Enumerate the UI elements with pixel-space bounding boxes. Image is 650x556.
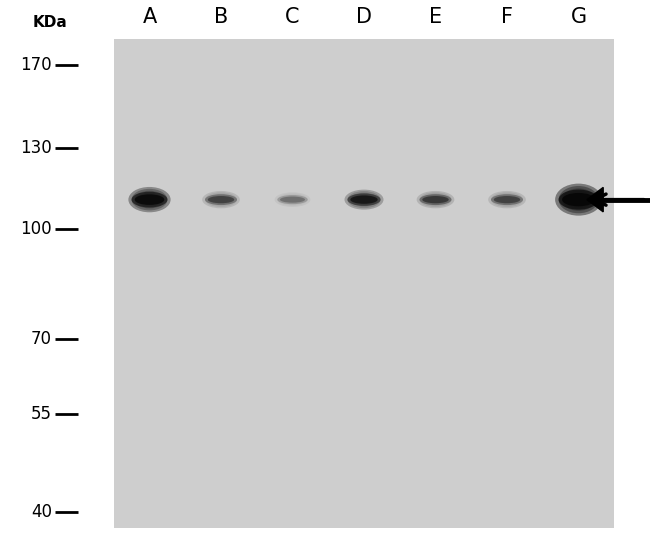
Ellipse shape	[422, 193, 448, 206]
Ellipse shape	[278, 193, 307, 206]
Text: 130: 130	[20, 139, 52, 157]
Ellipse shape	[419, 192, 452, 207]
Text: F: F	[501, 7, 513, 27]
Ellipse shape	[562, 188, 595, 211]
Text: 40: 40	[31, 503, 52, 522]
Text: 55: 55	[31, 405, 52, 423]
Text: A: A	[142, 7, 157, 27]
Ellipse shape	[494, 193, 520, 206]
Ellipse shape	[417, 191, 454, 208]
Text: KDa: KDa	[32, 15, 67, 29]
Text: C: C	[285, 7, 300, 27]
Ellipse shape	[348, 193, 381, 206]
Ellipse shape	[348, 191, 381, 208]
Ellipse shape	[138, 193, 161, 207]
Text: G: G	[571, 7, 586, 27]
Ellipse shape	[135, 195, 164, 205]
Ellipse shape	[129, 187, 170, 212]
Ellipse shape	[350, 196, 378, 204]
Text: 170: 170	[20, 56, 52, 74]
Ellipse shape	[566, 191, 592, 208]
Text: 100: 100	[20, 220, 52, 238]
Ellipse shape	[135, 191, 164, 208]
Ellipse shape	[131, 189, 168, 210]
Ellipse shape	[428, 196, 443, 203]
Ellipse shape	[141, 195, 158, 205]
Text: E: E	[429, 7, 442, 27]
Ellipse shape	[274, 192, 311, 207]
Text: B: B	[214, 7, 228, 27]
Ellipse shape	[425, 195, 446, 205]
Ellipse shape	[278, 195, 307, 204]
Ellipse shape	[205, 192, 237, 207]
Ellipse shape	[213, 196, 229, 203]
Ellipse shape	[491, 192, 523, 207]
Ellipse shape	[285, 197, 300, 202]
Ellipse shape	[202, 191, 240, 208]
Ellipse shape	[558, 186, 599, 214]
Text: 70: 70	[31, 330, 52, 349]
Ellipse shape	[356, 196, 372, 203]
Ellipse shape	[280, 195, 305, 205]
Ellipse shape	[422, 196, 448, 203]
Ellipse shape	[208, 196, 234, 203]
Ellipse shape	[354, 194, 375, 205]
Ellipse shape	[499, 196, 515, 203]
Ellipse shape	[211, 195, 231, 205]
Ellipse shape	[494, 196, 520, 203]
Polygon shape	[587, 187, 603, 212]
Ellipse shape	[280, 197, 305, 203]
Ellipse shape	[131, 192, 168, 207]
Ellipse shape	[208, 193, 234, 206]
Ellipse shape	[497, 195, 517, 205]
Bar	[114, 39, 614, 528]
Ellipse shape	[350, 192, 378, 207]
Ellipse shape	[555, 183, 602, 216]
Ellipse shape	[562, 193, 595, 206]
Ellipse shape	[488, 191, 526, 208]
Ellipse shape	[419, 194, 452, 205]
Ellipse shape	[283, 196, 302, 203]
Ellipse shape	[205, 194, 237, 205]
Ellipse shape	[344, 190, 383, 210]
Ellipse shape	[491, 194, 523, 205]
Ellipse shape	[569, 193, 588, 206]
Ellipse shape	[558, 190, 599, 210]
Text: D: D	[356, 7, 372, 27]
